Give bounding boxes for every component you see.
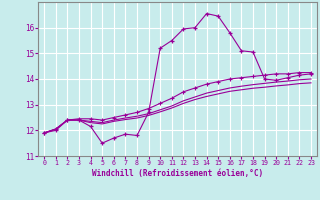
X-axis label: Windchill (Refroidissement éolien,°C): Windchill (Refroidissement éolien,°C): [92, 169, 263, 178]
